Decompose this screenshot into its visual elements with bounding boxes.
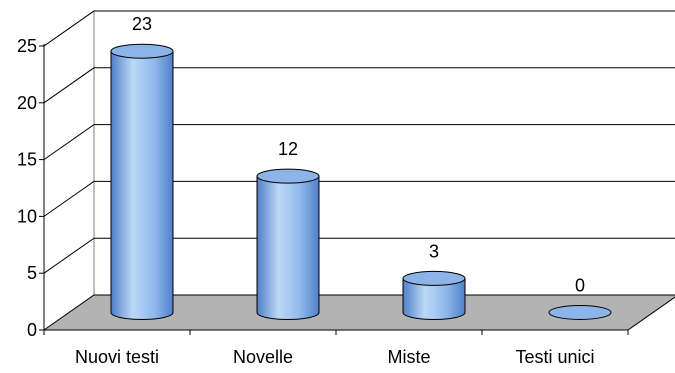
y-tick-label: 25	[17, 36, 37, 56]
back-wall	[93, 10, 675, 296]
y-tick-label: 15	[17, 150, 37, 170]
bar-body	[402, 277, 466, 320]
bar-top	[110, 43, 174, 59]
y-tick-label: 0	[27, 320, 37, 340]
x-tick-label: Nuovi testi	[75, 347, 159, 367]
labels: 0 5 10 15 20 25 Nuovi testi Novelle Miste Testi u…	[17, 14, 595, 367]
y-tick-label: 20	[17, 93, 37, 113]
y-tick-label: 10	[17, 206, 37, 226]
bar	[548, 305, 612, 320]
x-tick-label: Novelle	[233, 347, 293, 367]
chart-walls	[42, 10, 675, 331]
x-tick-label: Testi unici	[515, 347, 594, 367]
bar-body	[110, 50, 174, 320]
bar-top	[256, 168, 320, 184]
data-label: 0	[575, 276, 585, 296]
bar	[256, 168, 320, 320]
gridline	[43, 67, 675, 104]
bar	[110, 43, 174, 320]
bars	[110, 43, 612, 320]
y-tick-label: 5	[27, 263, 37, 283]
data-label: 3	[429, 241, 439, 261]
axes	[39, 44, 629, 335]
gridline	[43, 10, 675, 47]
x-tick-label: Miste	[387, 347, 430, 367]
side-wall	[43, 10, 95, 331]
bar-top	[548, 305, 612, 320]
gridlines	[43, 10, 675, 274]
gridline	[43, 124, 675, 161]
gridline	[43, 237, 675, 274]
bar	[402, 270, 466, 320]
bar-top	[402, 270, 466, 286]
gridline	[43, 180, 675, 217]
data-label: 12	[278, 139, 298, 159]
bar-body	[256, 175, 320, 320]
data-label: 23	[132, 14, 152, 34]
